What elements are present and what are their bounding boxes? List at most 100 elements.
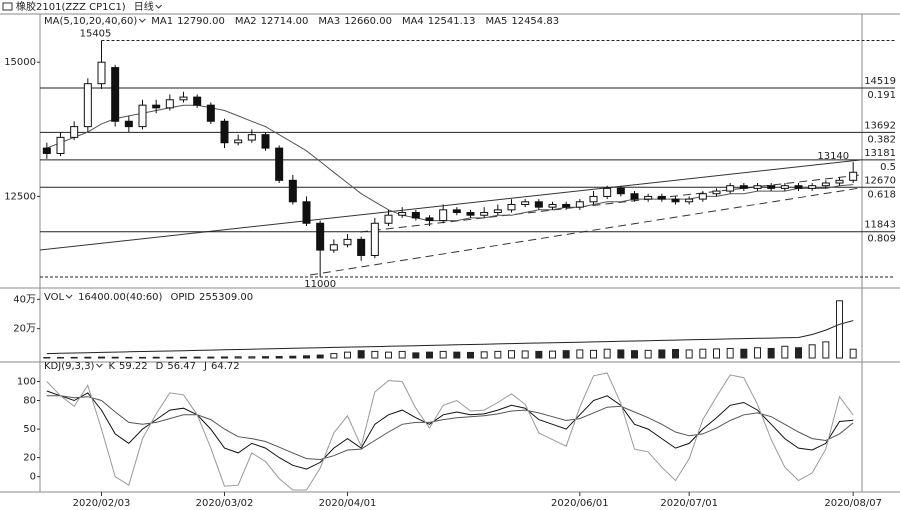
candle-body (261, 134, 270, 149)
volume-bar (453, 351, 461, 359)
candle-body (138, 104, 147, 128)
candle-body (370, 222, 379, 256)
candle-body (275, 147, 284, 181)
candle-body (712, 190, 721, 195)
candle-body (767, 185, 776, 189)
fib-price: 14519 (864, 76, 896, 87)
candle-body (97, 61, 106, 85)
volume-bar (849, 348, 857, 359)
candle-body (83, 83, 92, 128)
ma-line (46, 104, 854, 222)
volume-bar (275, 356, 283, 359)
candle-body (657, 195, 666, 200)
indicator-line (46, 395, 854, 461)
readout-value: 12790.00 (177, 16, 225, 27)
low-label: 11000 (304, 279, 336, 290)
legend-value: 59.22 (119, 361, 148, 372)
y-tick-label: 40万 (13, 294, 36, 305)
candle-body (575, 201, 584, 208)
candle-body (521, 201, 530, 205)
volume-bar (576, 349, 584, 359)
volume-bar (494, 350, 502, 359)
x-tick-label: 2020/08/07 (824, 498, 882, 509)
last-high-label: 13140 (817, 151, 849, 162)
readout-value: 12541.13 (428, 16, 476, 27)
candle-body (630, 193, 639, 200)
candle-body (42, 147, 51, 154)
dropdown-chevron (96, 363, 103, 368)
volume-bar (152, 356, 160, 359)
high-label: 15405 (80, 28, 112, 39)
volume-bar (412, 352, 420, 359)
volume-bar (139, 356, 146, 359)
period-label: 日线 (134, 0, 154, 13)
fib-price: 11843 (864, 220, 896, 231)
candle-body (193, 96, 202, 106)
candle-body (726, 185, 735, 192)
fib-ratio: 0.191 (867, 90, 896, 101)
x-tick-label: 2020/03/02 (196, 498, 254, 509)
fib-ratio: 0.809 (867, 234, 896, 245)
candle-body (357, 238, 366, 256)
candle-body (124, 120, 133, 128)
volume-bar (180, 356, 187, 359)
readout-value: 12714.00 (261, 16, 309, 27)
y-tick-label: 80 (23, 396, 36, 407)
volume-bar (535, 350, 543, 359)
indicator-label: VOL (44, 292, 65, 303)
y-tick-label: 0 (30, 472, 36, 483)
volume-bar (371, 350, 379, 359)
volume-bar (631, 350, 638, 359)
candle-body (753, 185, 762, 189)
candle-body (644, 195, 653, 200)
legend-name: J (203, 361, 207, 372)
candle-body (247, 134, 256, 141)
x-tick-label: 2020/04/01 (319, 498, 377, 509)
legend-value: 56.47 (167, 361, 196, 372)
volume-bar (795, 347, 802, 359)
volume-bar (344, 351, 351, 359)
volume-bar (590, 349, 597, 359)
volume-bar (549, 350, 556, 359)
volume-bar (357, 350, 365, 359)
window-icon[interactable] (2, 2, 13, 11)
candle-body (698, 193, 707, 200)
candle-body (179, 96, 188, 101)
candle-body (288, 179, 297, 203)
candle-body (439, 209, 448, 222)
volume-bar (521, 350, 529, 359)
volume-bar (84, 356, 92, 359)
volume-bar (603, 348, 611, 359)
candle-body (562, 203, 571, 208)
volume-bar (193, 356, 201, 359)
indicator-line (46, 390, 854, 470)
volume-bar (726, 347, 734, 359)
volume-bar (754, 347, 761, 359)
volume-bar (467, 351, 474, 359)
candle-body (234, 139, 243, 144)
candle-body (739, 185, 748, 189)
fib-ratio: 0.5 (880, 162, 896, 173)
y-tick-label: 100 (17, 377, 36, 388)
readout-name: MA2 (235, 16, 257, 27)
volume-bar (617, 349, 625, 359)
candle-body (849, 171, 858, 181)
legend-name: K (108, 361, 115, 372)
dropdown-chevron (65, 294, 73, 299)
candle-body (671, 198, 680, 203)
readout-name: MA4 (402, 16, 424, 27)
volume-bar (822, 341, 830, 359)
fib-price: 12670 (864, 175, 896, 186)
volume-bar (385, 351, 392, 359)
x-tick-label: 2020/02/03 (73, 498, 131, 509)
candle-body (384, 214, 393, 224)
candle-body (329, 244, 338, 251)
y-tick-label: 50 (23, 424, 36, 435)
dropdown-chevron (138, 18, 146, 23)
candle-body (835, 179, 844, 184)
volume-bar (234, 356, 242, 359)
volume-bar (426, 351, 433, 359)
candle-body (480, 212, 489, 216)
